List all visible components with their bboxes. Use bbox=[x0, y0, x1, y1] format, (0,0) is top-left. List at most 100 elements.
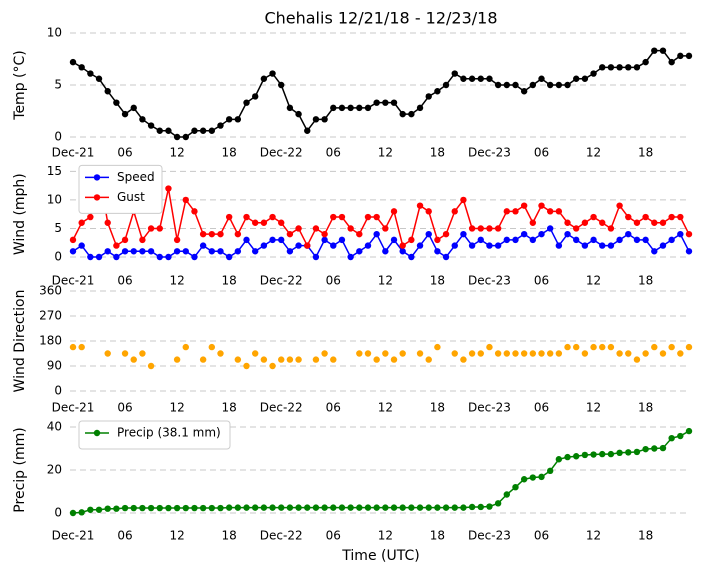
data-point bbox=[503, 491, 511, 498]
data-point bbox=[373, 356, 380, 363]
data-point bbox=[260, 219, 268, 226]
data-point bbox=[286, 104, 294, 112]
data-point bbox=[581, 75, 589, 82]
data-point bbox=[364, 213, 372, 221]
legend-box bbox=[78, 420, 231, 450]
y-tick-label: 40 bbox=[47, 420, 62, 434]
data-point bbox=[347, 504, 354, 511]
data-point bbox=[312, 253, 320, 261]
data-point bbox=[199, 242, 207, 249]
data-point bbox=[286, 504, 294, 511]
data-point bbox=[95, 253, 103, 261]
data-point bbox=[217, 248, 224, 255]
data-point bbox=[121, 248, 129, 255]
data-point bbox=[165, 504, 172, 512]
data-point bbox=[269, 362, 276, 370]
data-point bbox=[191, 504, 198, 512]
data-point bbox=[573, 343, 580, 351]
x-tick-label: 06 bbox=[326, 529, 341, 543]
data-point bbox=[234, 230, 242, 238]
data-point bbox=[625, 230, 632, 238]
data-point bbox=[338, 504, 346, 511]
data-point bbox=[677, 230, 684, 238]
data-point bbox=[165, 253, 172, 261]
data-point bbox=[512, 81, 519, 89]
data-point bbox=[477, 350, 484, 357]
data-point bbox=[538, 473, 545, 481]
data-point bbox=[512, 484, 519, 491]
data-point bbox=[286, 248, 294, 255]
data-point bbox=[173, 504, 181, 512]
data-point bbox=[616, 350, 623, 357]
data-point bbox=[425, 230, 432, 238]
data-point bbox=[321, 236, 328, 244]
data-point bbox=[304, 242, 311, 249]
data-point bbox=[573, 75, 580, 82]
data-point bbox=[390, 208, 398, 215]
data-point bbox=[113, 242, 120, 249]
x-tick-label: Dec-22 bbox=[260, 146, 303, 160]
data-point bbox=[599, 219, 606, 226]
data-point bbox=[416, 504, 424, 511]
data-point bbox=[243, 213, 250, 221]
data-point bbox=[182, 504, 189, 512]
data-point bbox=[442, 81, 450, 89]
data-point bbox=[139, 504, 146, 512]
data-point bbox=[685, 427, 693, 435]
data-point bbox=[225, 253, 233, 261]
data-point bbox=[651, 248, 658, 255]
data-point bbox=[121, 110, 129, 118]
y-tick-label: 20 bbox=[47, 463, 62, 477]
data-point bbox=[182, 196, 189, 204]
data-point bbox=[659, 444, 667, 452]
data-point bbox=[685, 230, 693, 238]
data-point bbox=[87, 253, 94, 261]
data-point bbox=[69, 58, 77, 66]
data-point bbox=[607, 64, 615, 71]
data-point bbox=[130, 356, 137, 363]
data-point bbox=[269, 236, 276, 244]
data-point bbox=[460, 504, 467, 511]
data-point bbox=[156, 127, 163, 134]
data-point bbox=[208, 343, 216, 351]
data-point bbox=[434, 248, 441, 255]
data-point bbox=[373, 99, 380, 106]
data-point bbox=[642, 350, 649, 357]
data-point bbox=[156, 253, 163, 261]
data-point bbox=[616, 64, 623, 71]
x-tick-label: Dec-23 bbox=[468, 274, 511, 288]
data-point bbox=[529, 350, 537, 357]
x-tick-label: 18 bbox=[430, 529, 445, 543]
data-point bbox=[243, 504, 250, 511]
data-point bbox=[625, 213, 632, 221]
x-tick-label: 18 bbox=[638, 146, 653, 160]
data-point bbox=[546, 208, 554, 215]
data-point bbox=[408, 504, 415, 511]
data-point bbox=[87, 213, 94, 221]
data-point bbox=[182, 133, 189, 141]
data-point bbox=[685, 343, 693, 351]
data-point bbox=[564, 343, 571, 351]
data-point bbox=[633, 356, 641, 363]
data-point bbox=[477, 225, 484, 232]
data-point bbox=[260, 356, 268, 363]
data-point bbox=[659, 350, 667, 357]
data-point bbox=[278, 219, 285, 226]
data-point bbox=[356, 248, 363, 255]
data-point bbox=[651, 445, 658, 452]
data-point bbox=[425, 504, 432, 511]
data-point bbox=[390, 504, 398, 511]
x-tick-label: 18 bbox=[222, 401, 237, 415]
data-point bbox=[468, 225, 476, 232]
y-axis-label: Wind Direction bbox=[12, 290, 28, 393]
data-point bbox=[633, 64, 641, 71]
data-point bbox=[130, 248, 137, 255]
data-point bbox=[425, 356, 432, 363]
data-point bbox=[416, 350, 424, 357]
data-point bbox=[104, 505, 111, 512]
data-point bbox=[208, 230, 216, 238]
data-point bbox=[677, 350, 684, 357]
x-tick-label: 12 bbox=[586, 529, 601, 543]
data-point bbox=[130, 504, 137, 512]
data-point bbox=[217, 350, 224, 357]
